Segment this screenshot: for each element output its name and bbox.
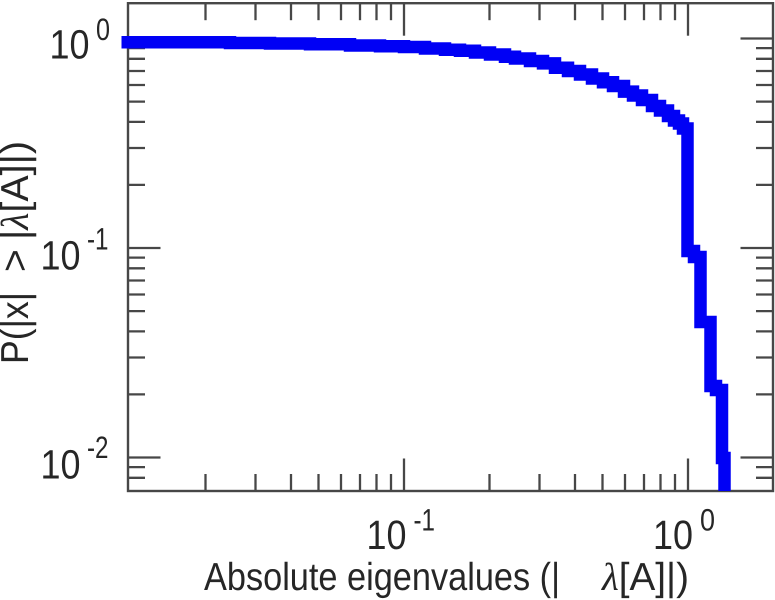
svg-text:0: 0: [96, 12, 110, 47]
svg-text:10: 10: [41, 442, 81, 488]
svg-text:>: >: [0, 249, 37, 272]
svg-text:10: 10: [653, 512, 693, 558]
svg-text:|λ[A]|): |λ[A]|): [0, 141, 37, 240]
svg-text:P(|x|: P(|x|: [0, 292, 37, 364]
svg-text:10: 10: [367, 512, 407, 558]
svg-text:λ[A]|): λ[A]|): [601, 556, 689, 599]
svg-text:10: 10: [41, 233, 81, 279]
svg-text:0: 0: [700, 503, 715, 538]
svg-text:10: 10: [50, 22, 90, 68]
svg-text:-1: -1: [87, 222, 109, 257]
svg-text:-2: -2: [87, 430, 109, 465]
svg-text:-1: -1: [414, 503, 436, 538]
svg-text:Absolute eigenvalues (|: Absolute eigenvalues (|: [204, 556, 560, 599]
